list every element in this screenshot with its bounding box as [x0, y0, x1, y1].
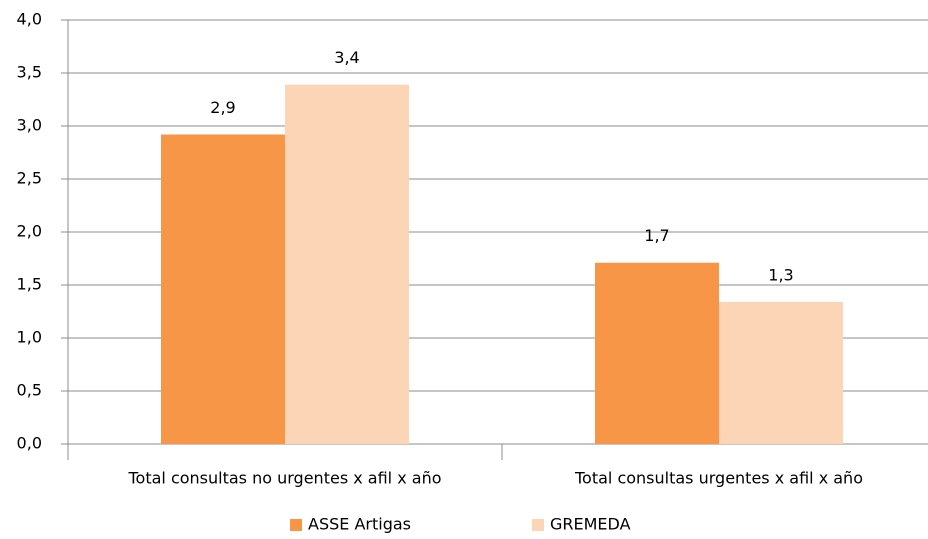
x-tick-label: Total consultas urgentes x afil x año [574, 469, 863, 488]
legend-swatch [532, 519, 544, 531]
y-tick-label: 2,0 [17, 222, 42, 241]
x-tick-label: Total consultas no urgentes x afil x año [128, 469, 442, 488]
legend-label: GREMEDA [550, 515, 631, 534]
value-label: 3,4 [334, 48, 359, 67]
y-tick-label: 0,5 [17, 381, 42, 400]
y-tick-label: 3,0 [17, 116, 42, 135]
legend-swatch [290, 519, 302, 531]
legend-label: ASSE Artigas [308, 515, 411, 534]
bar [161, 134, 285, 445]
y-tick-label: 4,0 [17, 10, 42, 29]
value-label: 1,3 [768, 265, 793, 284]
y-tick-label: 0,0 [17, 434, 42, 453]
y-tick-label: 1,5 [17, 275, 42, 294]
y-tick-label: 2,5 [17, 169, 42, 188]
value-label: 2,9 [210, 98, 235, 117]
y-tick-label: 1,0 [17, 328, 42, 347]
bar [595, 262, 719, 444]
bar [285, 84, 409, 444]
value-label: 1,7 [644, 226, 669, 245]
bar [719, 301, 843, 444]
y-tick-label: 3,5 [17, 63, 42, 82]
